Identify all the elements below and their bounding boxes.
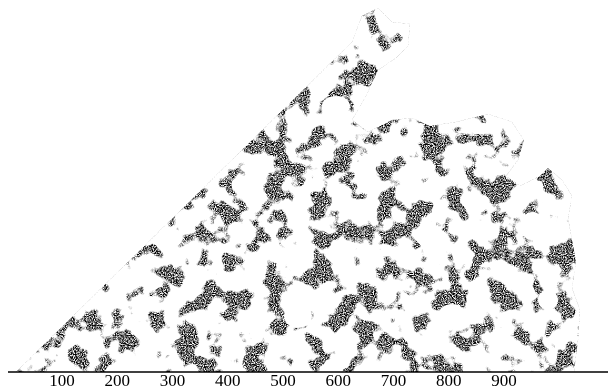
axis-tick-label: 600	[326, 371, 352, 390]
void-hole	[538, 290, 558, 310]
axis-tick-label: 300	[160, 371, 186, 390]
void-hole	[351, 199, 373, 217]
axis-tick-label: 100	[49, 371, 75, 390]
void-hole	[416, 228, 448, 248]
axis-tick-label: 800	[436, 371, 462, 390]
cluster-body	[16, 8, 580, 372]
axis-tick-label: 900	[491, 371, 517, 390]
axis-tick-label: 400	[215, 371, 241, 390]
void-hole	[142, 296, 158, 308]
void-hole	[284, 304, 312, 328]
axis-tick-label: 500	[270, 371, 296, 390]
axis-tick-label: 200	[105, 371, 131, 390]
axis-tick-label: 700	[381, 371, 407, 390]
void-hole	[460, 192, 480, 208]
void-hole	[438, 304, 466, 328]
axis-ticks: 100 200 300 400 500 600 700 800 900	[49, 371, 517, 390]
void-hole	[322, 96, 350, 116]
void-hole	[520, 212, 544, 240]
